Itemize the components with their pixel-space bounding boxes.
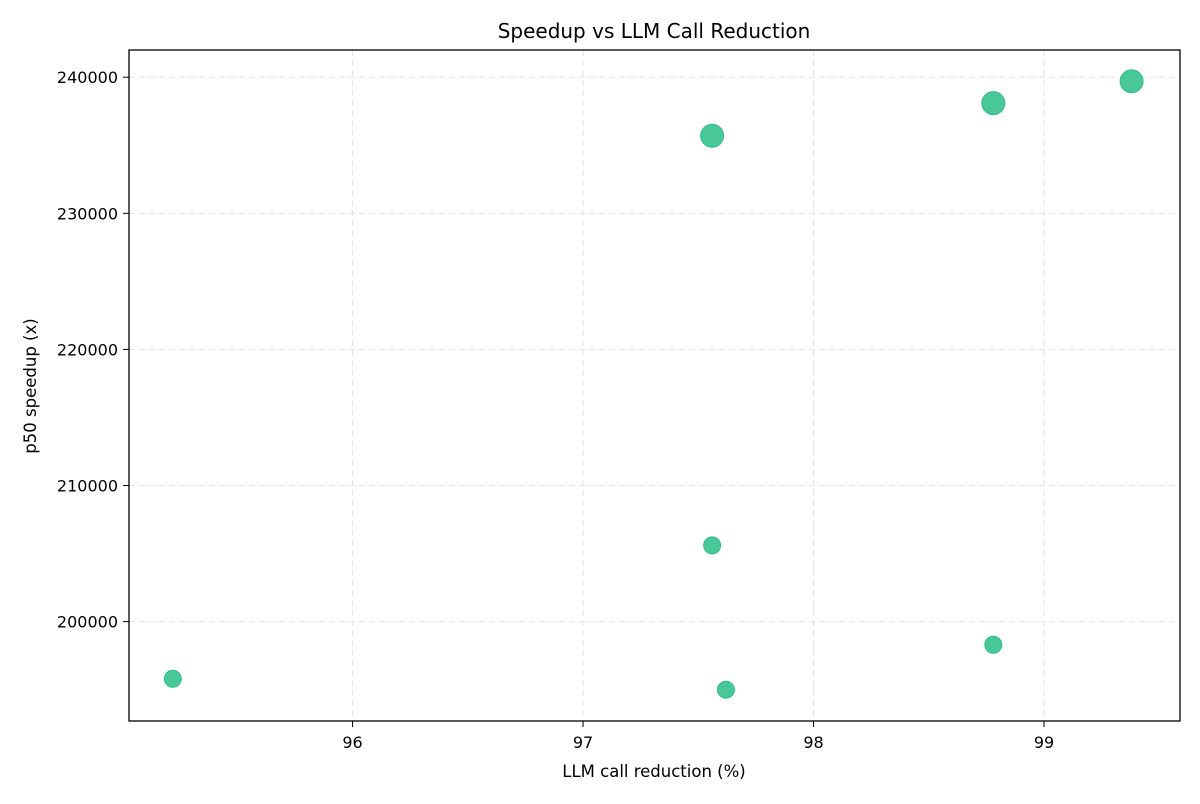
y-axis-label: p50 speedup (x) xyxy=(21,318,40,453)
plot-frame xyxy=(128,49,1181,722)
scatter-point xyxy=(163,669,182,688)
scatter-point xyxy=(716,680,735,699)
y-tick-label: 240000 xyxy=(57,68,118,87)
x-tick-label: 96 xyxy=(342,733,362,752)
axis-ticks: 96 97 98 99 200000 210000 220000 230000 240000 xyxy=(57,68,1054,752)
scatter-point xyxy=(703,536,722,555)
scatter-point xyxy=(981,91,1006,116)
y-tick-label: 220000 xyxy=(57,340,118,359)
x-tick-label: 98 xyxy=(803,733,823,752)
scatter-point xyxy=(984,635,1003,654)
x-axis-label: LLM call reduction (%) xyxy=(562,762,745,781)
grid xyxy=(129,50,1180,721)
y-tick-label: 210000 xyxy=(57,477,118,496)
scatter-point xyxy=(700,123,725,148)
scatter-point xyxy=(1119,69,1144,94)
y-tick-label: 230000 xyxy=(57,204,118,223)
x-tick-label: 99 xyxy=(1034,733,1054,752)
x-tick-label: 97 xyxy=(573,733,593,752)
y-tick-label: 200000 xyxy=(57,613,118,632)
chart-title: Speedup vs LLM Call Reduction xyxy=(498,19,811,43)
data-points xyxy=(163,69,1144,699)
